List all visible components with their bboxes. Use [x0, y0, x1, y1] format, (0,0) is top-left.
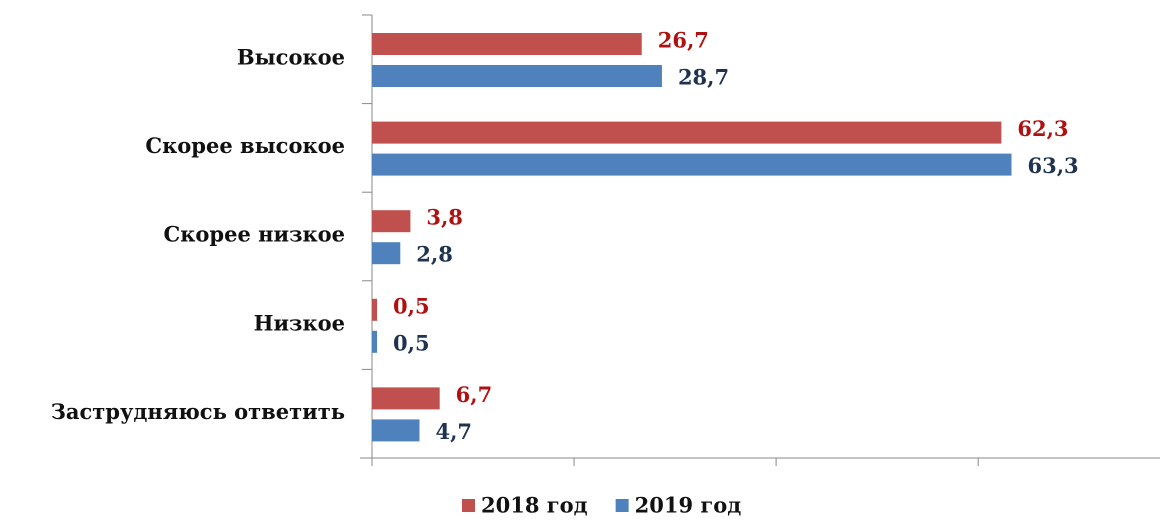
value-label: 28,7 [678, 65, 729, 90]
legend-swatch [615, 499, 629, 512]
category-label: Заструдняюсь ответить [51, 399, 345, 424]
legend-label: 2019 год [635, 493, 742, 518]
value-label: 2,8 [416, 242, 453, 267]
value-label: 4,7 [435, 419, 472, 444]
bar [372, 419, 420, 442]
value-label: 0,5 [393, 330, 430, 355]
legend-swatch [462, 499, 475, 512]
value-label: 63,3 [1027, 153, 1078, 178]
bar [372, 387, 440, 410]
value-label: 0,5 [393, 293, 430, 318]
bar [372, 153, 1012, 176]
bar [372, 242, 401, 265]
bar [372, 65, 662, 87]
bar [372, 33, 642, 55]
value-label: 3,8 [426, 205, 463, 230]
category-label: Скорее высокое [145, 133, 345, 158]
category-label: Низкое [254, 310, 345, 335]
value-label: 26,7 [658, 28, 709, 53]
bar [372, 330, 378, 353]
bar [372, 121, 1002, 144]
value-label: 6,7 [456, 382, 493, 407]
legend-label: 2018 год [481, 493, 588, 518]
category-label: Скорее низкое [164, 222, 345, 247]
value-label: 62,3 [1017, 116, 1068, 141]
category-label: Высокое [237, 45, 345, 70]
bar [372, 210, 411, 233]
bar [372, 298, 378, 321]
